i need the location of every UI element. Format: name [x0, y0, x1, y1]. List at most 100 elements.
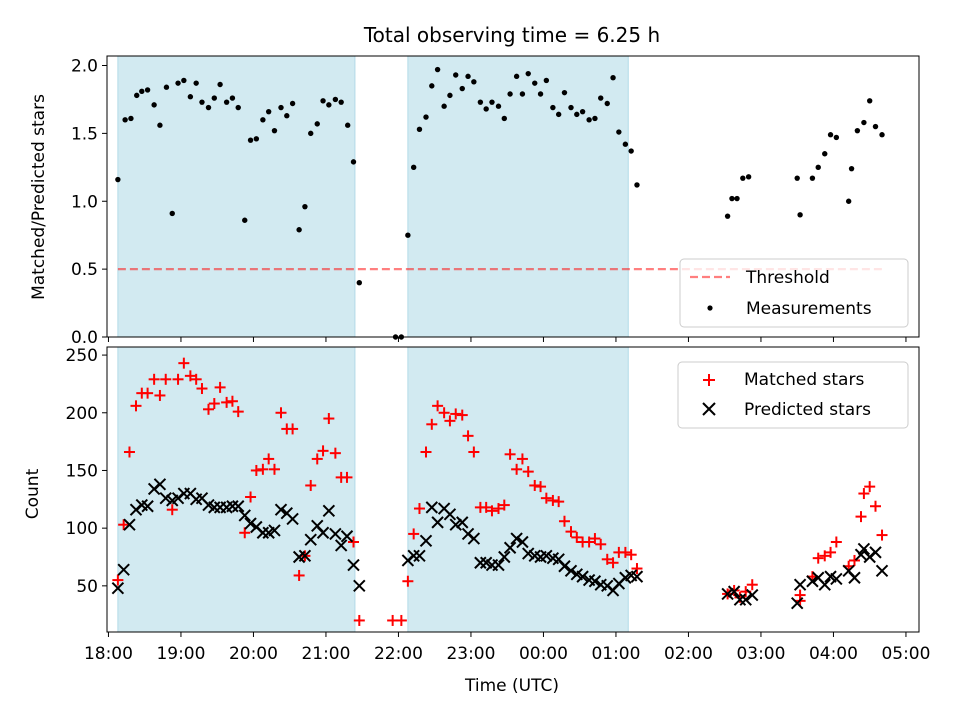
- predicted-star-point: [407, 549, 420, 563]
- measurement-point: [223, 99, 230, 105]
- matched-star-point: [226, 395, 238, 407]
- measurement-point: [356, 280, 362, 286]
- measurement-point: [634, 182, 640, 188]
- matched-star-point: [625, 549, 637, 561]
- measurement-point: [453, 72, 459, 78]
- measurement-point: [745, 174, 752, 180]
- measurement-point: [827, 132, 834, 138]
- predicted-star-point: [286, 512, 299, 526]
- predicted-star-point: [256, 526, 270, 539]
- matched-star-point: [317, 445, 329, 457]
- measurement-point: [235, 104, 241, 111]
- matched-star-point: [118, 519, 130, 531]
- measurement-point: [278, 104, 284, 111]
- measurement-point: [809, 175, 816, 181]
- matched-star-point: [486, 505, 498, 517]
- matched-star-point: [535, 481, 547, 493]
- matched-star-point: [438, 407, 450, 419]
- top-y-tick-label: 0.0: [71, 328, 98, 348]
- matched-star-point: [293, 569, 305, 581]
- predicted-star-point: [576, 570, 589, 583]
- legend-measurements-label: Measurements: [746, 299, 872, 319]
- measurement-point: [734, 195, 740, 202]
- matched-star-point: [450, 408, 462, 420]
- matched-star-point: [214, 381, 226, 393]
- x-tick-label: 04:00: [809, 644, 858, 664]
- matched-star-point: [444, 415, 456, 427]
- measurement-point: [447, 92, 453, 99]
- matched-star-point: [172, 373, 184, 385]
- x-tick-label: 03:00: [736, 644, 785, 664]
- predicted-star-point: [857, 542, 871, 556]
- measurement-point: [122, 117, 128, 123]
- measurement-point: [867, 98, 873, 104]
- matched-star-point: [819, 550, 831, 562]
- bottom-y-tick-label: 250: [66, 346, 98, 366]
- measurement-point: [338, 99, 344, 105]
- measurement-point: [477, 99, 484, 105]
- predicted-star-point: [848, 571, 861, 584]
- measurement-point: [592, 115, 598, 122]
- x-tick-label: 19:00: [156, 644, 205, 664]
- matched-star-point: [408, 528, 420, 540]
- measurement-point: [845, 198, 852, 204]
- predicted-star-point: [329, 527, 342, 541]
- x-tick-label: 21:00: [301, 644, 350, 664]
- measurement-point: [314, 121, 320, 127]
- predicted-star-point: [304, 533, 317, 546]
- measurement-point: [416, 126, 423, 133]
- predicted-star-point: [425, 501, 439, 514]
- measurement-point: [205, 104, 212, 111]
- measurement-point: [579, 108, 586, 115]
- predicted-star-point: [793, 578, 807, 591]
- matched-star-point: [130, 400, 142, 412]
- x-tick-label: 23:00: [446, 644, 495, 664]
- measurement-point: [308, 130, 314, 137]
- predicted-star-point: [316, 526, 330, 539]
- matched-star-point: [323, 413, 335, 425]
- matched-star-point: [239, 527, 251, 539]
- matched-star-point: [631, 563, 643, 575]
- matched-star-point: [250, 464, 262, 476]
- matched-star-point: [607, 557, 619, 569]
- x-tick-label: 05:00: [881, 644, 930, 664]
- measurement-point: [247, 137, 254, 143]
- measurement-point: [604, 100, 610, 107]
- predicted-star-point: [340, 530, 354, 543]
- measurement-point: [740, 175, 746, 181]
- measurement-point: [729, 195, 735, 202]
- measurement-point: [568, 104, 574, 111]
- observing-window-1: [117, 55, 356, 338]
- measurement-point: [501, 115, 507, 122]
- measurement-point: [429, 83, 435, 89]
- matched-star-point: [166, 504, 178, 516]
- predicted-star-point: [875, 564, 889, 578]
- measurement-point: [574, 111, 580, 118]
- matched-star-point: [498, 499, 510, 511]
- measurement-point: [350, 159, 357, 165]
- measurement-point: [459, 85, 465, 92]
- predicted-star-point: [268, 524, 281, 537]
- top-y-tick-label: 1.5: [71, 124, 98, 144]
- measurement-point: [175, 80, 181, 86]
- measurement-point: [598, 95, 604, 101]
- top-axes-frame: [106, 55, 920, 338]
- matched-star-point: [287, 423, 299, 435]
- predicted-star-point: [510, 532, 523, 545]
- predicted-star-point: [869, 546, 882, 559]
- measurement-point: [253, 136, 260, 142]
- legend-measurements-swatch: [707, 305, 713, 311]
- measurement-point: [532, 80, 538, 86]
- matched-star-point: [547, 494, 559, 506]
- measurement-point: [616, 129, 622, 135]
- matched-star-point: [746, 579, 758, 591]
- x-tick-label: 01:00: [591, 644, 640, 664]
- matched-star-point: [263, 453, 275, 465]
- measurement-point: [465, 73, 471, 80]
- matched-star-point: [504, 448, 516, 460]
- x-axis-label: Time (UTC): [464, 676, 559, 696]
- matched-star-point: [522, 466, 534, 478]
- matched-star-point: [432, 400, 444, 412]
- measurement-point: [260, 117, 266, 123]
- top-shaded-regions: [117, 55, 629, 338]
